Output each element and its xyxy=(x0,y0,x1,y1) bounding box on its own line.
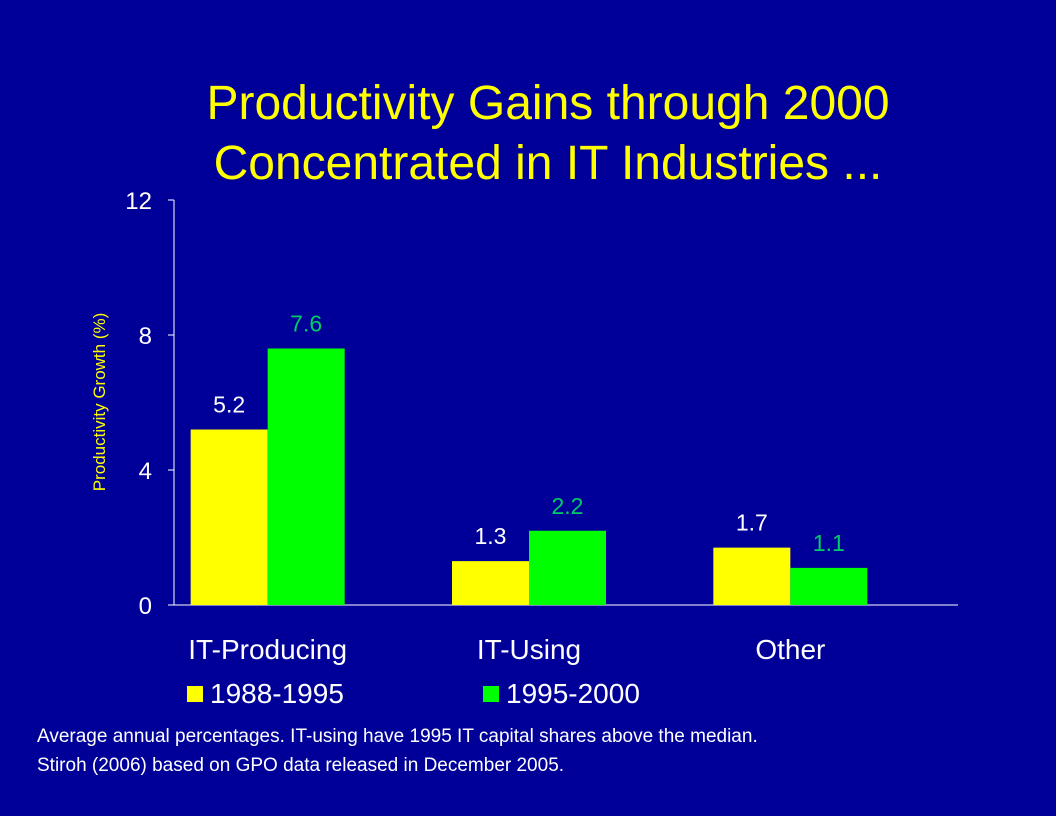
legend-swatch-1988-1995 xyxy=(187,686,203,702)
bar-it-using-1988-1995 xyxy=(452,561,529,605)
data-label-other-1988-1995: 1.7 xyxy=(736,510,768,536)
bar-it-using-1995-2000 xyxy=(529,530,606,605)
footnote-1: Average annual percentages. IT-using hav… xyxy=(37,726,758,747)
y-tick-label-8: 8 xyxy=(139,323,152,350)
legend-swatch-1995-2000 xyxy=(483,686,499,702)
bar-it-producing-1988-1995 xyxy=(190,429,268,605)
data-label-it-producing-1988-1995: 5.2 xyxy=(213,392,245,418)
data-label-it-producing-1995-2000: 7.6 xyxy=(290,311,322,337)
legend-item-1988-1995: 1988-1995 xyxy=(187,674,344,714)
data-label-it-using-1995-2000: 2.2 xyxy=(552,493,584,519)
title-line-2: Concentrated in IT Industries ... xyxy=(213,137,883,190)
bar-other-1988-1995 xyxy=(713,547,791,605)
y-tick-label-4: 4 xyxy=(139,458,152,485)
bar-it-producing-1995-2000 xyxy=(267,348,345,605)
legend-label-1995-2000: 1995-2000 xyxy=(506,678,640,709)
bar-chart: 0 4 8 12 Productivity Growth (%) 5.2 7.6 IT-Pro… xyxy=(90,188,958,665)
x-tick-label-other: Other xyxy=(755,634,825,665)
data-label-it-using-1988-1995: 1.3 xyxy=(475,523,507,549)
legend-item-1995-2000: 1995-2000 xyxy=(483,674,640,714)
title-line-1: Productivity Gains through 2000 xyxy=(206,77,890,130)
footnote-2: Stiroh (2006) based on GPO data released… xyxy=(37,755,565,776)
y-tick-label-0: 0 xyxy=(139,593,152,620)
legend-label-1988-1995: 1988-1995 xyxy=(210,678,344,709)
chart-title: Productivity Gains through 2000 Concentr… xyxy=(0,74,1056,194)
bar-other-1995-2000 xyxy=(790,567,868,605)
x-tick-label-it-producing: IT-Producing xyxy=(188,634,347,665)
y-axis-title: Productivity Growth (%) xyxy=(90,313,109,492)
data-label-other-1995-2000: 1.1 xyxy=(813,530,845,556)
y-tick-label-12: 12 xyxy=(125,188,152,215)
x-tick-label-it-using: IT-Using xyxy=(477,634,581,665)
